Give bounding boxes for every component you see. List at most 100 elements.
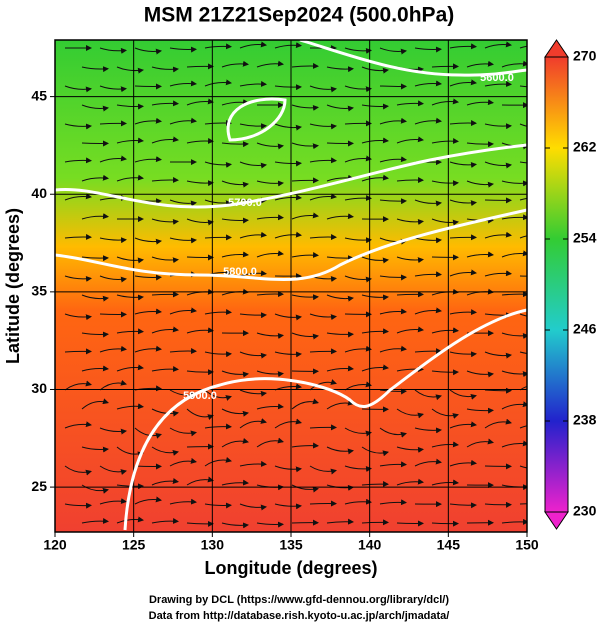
streamline xyxy=(291,212,319,220)
streamline xyxy=(256,437,284,448)
streamline xyxy=(116,137,144,144)
streamline xyxy=(501,401,527,410)
streamline xyxy=(414,427,442,434)
streamline xyxy=(151,408,179,417)
streamline xyxy=(344,498,372,505)
streamline xyxy=(309,193,337,201)
streamline xyxy=(344,275,372,283)
streamline xyxy=(484,501,512,508)
streamline xyxy=(151,446,179,456)
streamline xyxy=(291,332,319,340)
streamline xyxy=(519,313,527,317)
streamline xyxy=(256,521,284,528)
streamline xyxy=(274,231,302,239)
streamline xyxy=(361,294,389,301)
streamline xyxy=(361,446,389,457)
streamline xyxy=(326,446,354,455)
streamline xyxy=(116,294,144,301)
streamline xyxy=(239,123,267,130)
streamline xyxy=(484,161,512,169)
contour-label: 5900.0 xyxy=(183,390,217,402)
streamline xyxy=(519,85,527,88)
streamline xyxy=(431,180,459,187)
colorbar: 230 238 246 254 262 270 xyxy=(544,39,597,530)
y-tick-label: 40 xyxy=(31,185,47,201)
x-tick-label: 120 xyxy=(43,537,67,553)
streamline xyxy=(379,274,407,281)
y-tick-label: 45 xyxy=(31,87,47,103)
streamline xyxy=(291,484,319,493)
contour-label: 5800.0 xyxy=(223,266,257,278)
streamline xyxy=(221,437,249,448)
streamline xyxy=(344,427,372,437)
streamline xyxy=(449,234,477,241)
streamline xyxy=(274,194,302,201)
streamline xyxy=(414,348,442,355)
streamline xyxy=(414,117,442,125)
streamline xyxy=(501,180,527,187)
streamline xyxy=(134,463,162,470)
streamline xyxy=(99,120,127,127)
streamline xyxy=(344,345,372,353)
streamline xyxy=(116,516,144,524)
contour-label: 5700.0 xyxy=(228,197,262,209)
streamline xyxy=(239,231,267,239)
streamline xyxy=(379,198,407,205)
streamline xyxy=(151,136,179,144)
streamline xyxy=(414,307,442,315)
colorbar-tick-label: 230 xyxy=(573,503,597,519)
streamline xyxy=(519,465,527,469)
streamline xyxy=(484,81,512,88)
streamline xyxy=(501,370,527,378)
streamline xyxy=(99,345,127,353)
streamline xyxy=(344,195,372,201)
streamline xyxy=(396,256,424,264)
x-tick-label: 140 xyxy=(358,537,382,553)
streamline xyxy=(379,388,407,395)
streamline xyxy=(151,66,179,73)
streamline xyxy=(204,456,232,467)
streamline xyxy=(81,174,109,182)
streamline xyxy=(134,237,162,245)
streamline xyxy=(326,255,354,262)
streamline xyxy=(361,519,389,526)
streamline xyxy=(81,484,109,494)
streamline xyxy=(466,407,494,414)
streamline xyxy=(169,348,197,355)
streamline xyxy=(256,180,284,187)
streamline xyxy=(274,503,302,510)
x-tick-label: 150 xyxy=(515,537,539,553)
streamline xyxy=(274,418,302,429)
streamline xyxy=(99,379,127,391)
streamline xyxy=(239,80,267,87)
streamline xyxy=(396,218,424,225)
streamline xyxy=(519,161,527,164)
streamline xyxy=(151,218,179,225)
streamline xyxy=(449,459,477,467)
streamline xyxy=(151,291,179,298)
y-tick-label: 25 xyxy=(31,478,47,494)
streamline xyxy=(414,458,442,467)
streamline xyxy=(519,197,527,201)
streamline xyxy=(291,62,319,69)
streamline xyxy=(81,398,109,410)
streamline xyxy=(379,345,407,353)
streamline xyxy=(379,308,407,315)
streamline xyxy=(291,104,319,111)
streamline xyxy=(64,380,92,391)
streamline xyxy=(309,157,337,164)
streamline xyxy=(151,366,179,372)
streamline xyxy=(239,41,267,49)
streamline xyxy=(379,461,407,468)
streamline xyxy=(186,408,214,420)
contour-line xyxy=(55,208,527,281)
streamline xyxy=(309,234,337,241)
streamline xyxy=(291,142,319,150)
streamline xyxy=(414,46,442,53)
streamline xyxy=(361,66,389,74)
streamline xyxy=(64,348,92,355)
streamline xyxy=(344,47,372,54)
streamline xyxy=(519,45,527,49)
streamline xyxy=(221,408,249,417)
streamline xyxy=(484,41,512,49)
